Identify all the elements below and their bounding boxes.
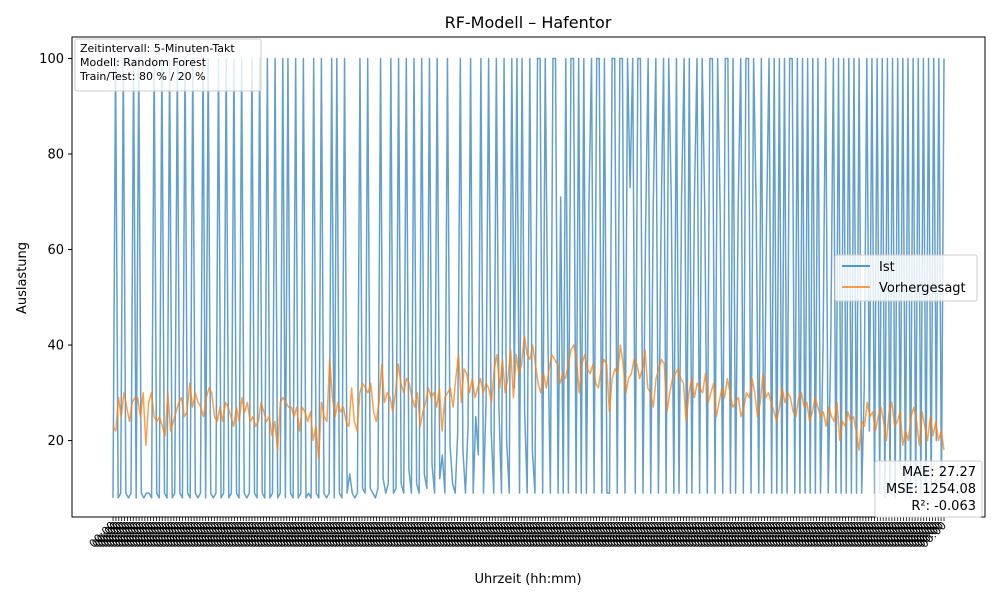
series-line-vorhergesagt xyxy=(112,334,945,461)
metric-mse: MSE: 1254.08 xyxy=(886,482,976,497)
chart-title: RF-Modell – Hafentor xyxy=(445,13,612,32)
series-line-ist xyxy=(112,57,945,499)
plot-frame xyxy=(71,36,986,518)
y-tick-label: 20 xyxy=(47,434,64,449)
y-tick-label: 40 xyxy=(47,339,64,354)
info-model: Modell: Random Forest xyxy=(80,56,207,69)
x-axis-title: Uhrzeit (hh:mm) xyxy=(474,572,581,587)
info-box: Zeitintervall: 5-Minuten-Takt Modell: Ra… xyxy=(74,38,262,92)
plot-area xyxy=(112,57,945,499)
legend: Ist Vorhergesagt xyxy=(834,254,978,302)
y-tick-label: 100 xyxy=(39,52,64,67)
y-axis-title: Auslastung xyxy=(15,242,30,314)
metric-r2: R²: -0.063 xyxy=(911,499,976,514)
legend-label-vorhergesagt: Vorhergesagt xyxy=(879,281,966,296)
metric-mae: MAE: 27.27 xyxy=(902,465,976,480)
x-axis: 00:0000:0000:0000:0000:0000:0000:0000:00… xyxy=(87,517,949,551)
y-tick-label: 60 xyxy=(47,243,64,258)
y-tick-label: 80 xyxy=(47,148,64,163)
info-interval: Zeitintervall: 5-Minuten-Takt xyxy=(80,42,235,55)
y-axis: 20 40 60 80 100 xyxy=(39,52,72,449)
info-split: Train/Test: 80 % / 20 % xyxy=(79,70,206,83)
metrics-box: MAE: 27.27 MSE: 1254.08 R²: -0.063 xyxy=(874,460,983,518)
legend-label-ist: Ist xyxy=(879,260,895,275)
